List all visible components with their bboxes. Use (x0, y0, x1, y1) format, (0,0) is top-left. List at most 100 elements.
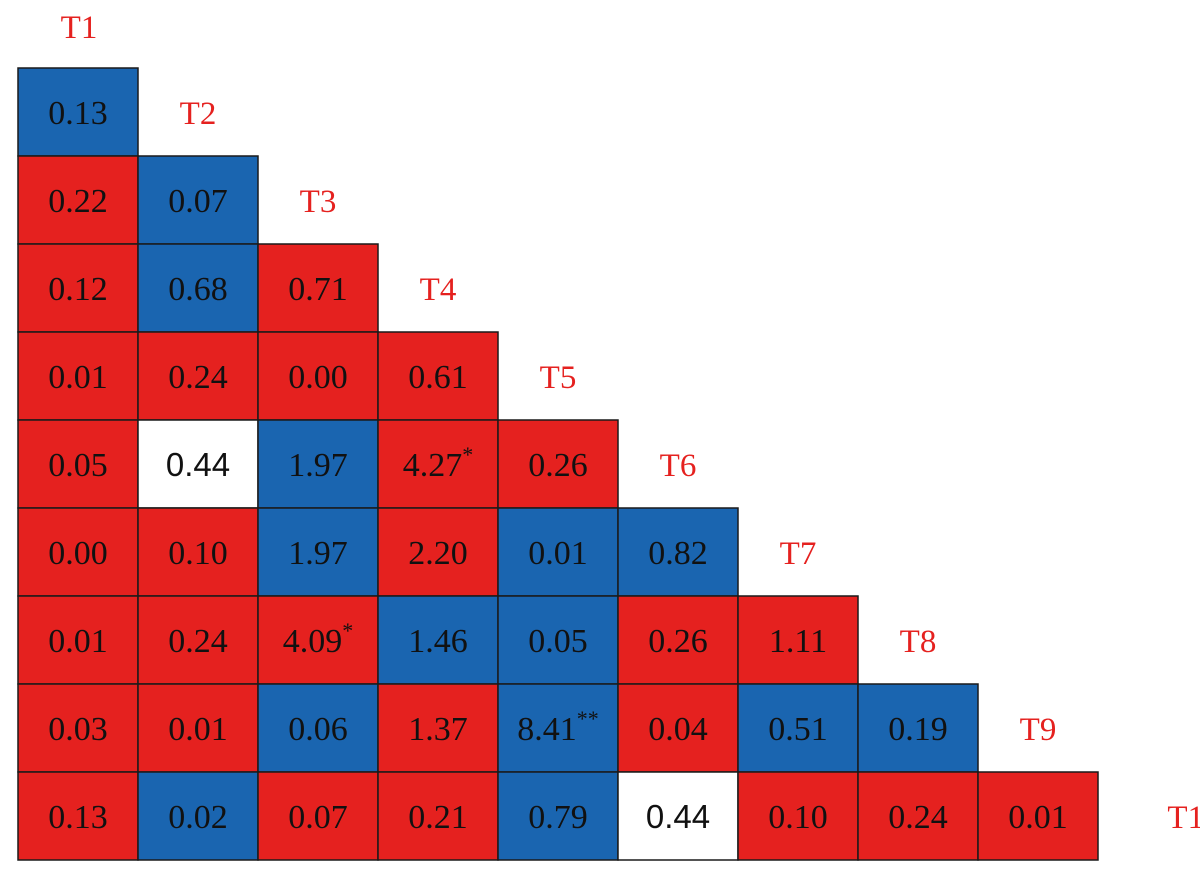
heatmap-cell: 4.09* (257, 595, 379, 685)
cell-background (377, 683, 499, 773)
cell-background (257, 507, 379, 597)
significance-mark: * (342, 618, 353, 643)
cell-value: 0.04 (648, 711, 708, 748)
cell-value: 1.97 (288, 535, 348, 572)
heatmap-cell: 0.01 (17, 595, 139, 685)
cell-background (137, 155, 259, 245)
cell-background (977, 771, 1099, 861)
heatmap-cell: 1.97 (257, 419, 379, 509)
heatmap-cell: 0.22 (17, 155, 139, 245)
heatmap-cell: 0.07 (137, 155, 259, 245)
cell-background (617, 507, 739, 597)
heatmap-cell: 0.71 (257, 243, 379, 333)
cell-background (257, 771, 379, 861)
cell-value: 0.13 (48, 95, 108, 132)
cell-value: 0.01 (48, 623, 108, 660)
heatmap-cell: 2.20 (377, 507, 499, 597)
heatmap-cell: 0.10 (137, 507, 259, 597)
cell-value: 0.82 (648, 535, 708, 572)
cell-background (137, 683, 259, 773)
cell-background (377, 595, 499, 685)
cell-value: 0.26 (528, 447, 588, 484)
heatmap-cell: 0.02 (137, 771, 259, 861)
heatmap-cell: 0.01 (137, 683, 259, 773)
cell-value: 0.61 (408, 359, 468, 396)
heatmap-cell: 0.04 (617, 683, 739, 773)
cell-value: 0.01 (168, 711, 228, 748)
heatmap-cell: 0.05 (17, 419, 139, 509)
cell-background (857, 683, 979, 773)
cell-background (497, 771, 619, 861)
cell-background (137, 419, 259, 509)
heatmap-cell: 0.21 (377, 771, 499, 861)
heatmap-cell: 0.44 (137, 419, 259, 509)
cell-background (257, 243, 379, 333)
cell-value: 0.00 (288, 359, 348, 396)
heatmap-cell: 4.27* (377, 419, 499, 509)
heatmap-cell: 8.41** (497, 683, 619, 773)
cell-value: 0.19 (888, 711, 948, 748)
cell-value: 0.01 (528, 535, 588, 572)
cell-value: 0.02 (168, 799, 228, 836)
heatmap-cell: 0.82 (617, 507, 739, 597)
heatmap-cell: 0.24 (137, 595, 259, 685)
cell-background (737, 683, 859, 773)
heatmap-cell: 0.10 (737, 771, 859, 861)
cell-value: 0.10 (168, 535, 228, 572)
cell-background (617, 771, 739, 861)
cell-background (257, 595, 379, 685)
cell-value: 0.44 (166, 446, 230, 483)
cell-background (377, 507, 499, 597)
cell-value: 4.27* (403, 442, 474, 484)
cell-value: 0.68 (168, 271, 228, 308)
cell-value: 0.24 (168, 623, 228, 660)
heatmap-cell: 0.13 (17, 67, 139, 157)
significance-mark: ** (577, 706, 599, 731)
cell-background (737, 771, 859, 861)
cell-background (17, 155, 139, 245)
cell-value: 1.46 (408, 623, 468, 660)
heatmap-cell: 0.01 (497, 507, 619, 597)
cell-background (857, 771, 979, 861)
trait-label: T7 (780, 536, 817, 572)
heatmap-cell: 0.07 (257, 771, 379, 861)
cell-value: 1.37 (408, 711, 468, 748)
cell-value: 0.79 (528, 799, 588, 836)
heatmap-cell: 0.24 (137, 331, 259, 421)
heatmap-cell: 1.46 (377, 595, 499, 685)
cell-value: 0.10 (768, 799, 828, 836)
heatmap-cell: 0.24 (857, 771, 979, 861)
heatmap-cell: 1.37 (377, 683, 499, 773)
trait-label: T3 (300, 184, 337, 220)
heatmap-cell: 0.51 (737, 683, 859, 773)
cell-value: 0.07 (288, 799, 348, 836)
cell-value: 0.71 (288, 271, 348, 308)
heatmap-cell: 0.26 (497, 419, 619, 509)
cell-background (377, 331, 499, 421)
heatmap-cell: 0.05 (497, 595, 619, 685)
cell-value: 0.26 (648, 623, 708, 660)
trait-label: T9 (1020, 712, 1057, 748)
significance-mark: * (462, 442, 473, 467)
cell-background (17, 243, 139, 333)
trait-label: T1 (61, 10, 98, 46)
trait-label: T4 (420, 272, 457, 308)
cell-value: 0.07 (168, 183, 228, 220)
trait-labels: T1 T2 T3 T4 T5 T6 T7 T8 T9 T10 (61, 10, 1200, 836)
cell-value: 0.05 (48, 447, 108, 484)
heatmap-cell: 0.01 (17, 331, 139, 421)
cell-background (137, 771, 259, 861)
heatmap-cell: 0.19 (857, 683, 979, 773)
cell-value: 4.09* (283, 618, 354, 660)
cell-value: 0.06 (288, 711, 348, 748)
cell-value: 1.11 (769, 623, 827, 660)
cell-value: 0.24 (888, 799, 948, 836)
cell-value: 0.00 (48, 535, 108, 572)
cell-value: 0.03 (48, 711, 108, 748)
cell-value: 0.12 (48, 271, 108, 308)
cell-value: 0.44 (646, 798, 710, 835)
heatmap-cell: 0.79 (497, 771, 619, 861)
cell-background (737, 595, 859, 685)
cell-value: 0.13 (48, 799, 108, 836)
cell-background (17, 595, 139, 685)
